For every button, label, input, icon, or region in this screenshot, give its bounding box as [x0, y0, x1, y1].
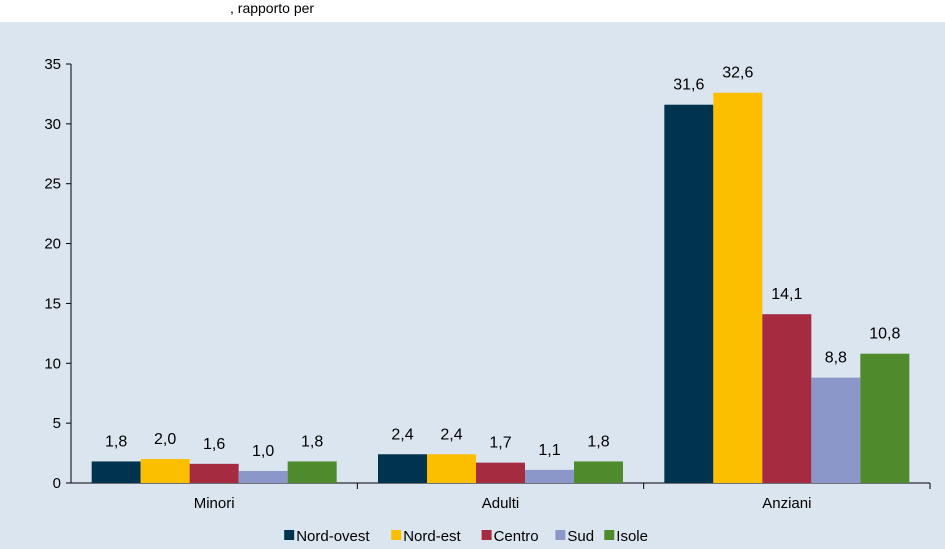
legend-swatch: [284, 530, 295, 540]
data-label: 1,8: [301, 433, 323, 450]
data-label: 8,8: [825, 350, 847, 367]
bars: [91, 92, 910, 484]
bar: [91, 461, 141, 483]
bar: [189, 463, 239, 483]
data-label: 31,6: [673, 77, 704, 94]
data-label: 10,8: [869, 326, 900, 343]
legend-swatch: [555, 530, 566, 540]
y-tick-label: 0: [53, 475, 61, 492]
y-tick-label: 30: [44, 116, 61, 133]
legend-label: Sud: [567, 528, 594, 545]
legend-swatch: [391, 530, 402, 540]
legend-label: Isole: [616, 528, 648, 545]
x-tick-label: Anziani: [762, 495, 811, 512]
value-labels: 1,8 2,0 1,6 1,0 1,8 2,4 2,4 1,7 1,1 1,8 31,6 32,6 14…: [105, 65, 900, 460]
bar: [811, 377, 861, 483]
data-label: 1,8: [105, 433, 127, 450]
data-label: 1,8: [587, 433, 609, 450]
bar: [525, 469, 574, 483]
legend-swatch: [481, 530, 492, 540]
y-tick-label: 10: [44, 355, 61, 372]
legend-label: Nord-est: [403, 528, 461, 545]
data-label: 14,1: [771, 286, 802, 303]
bar: [140, 459, 190, 483]
x-tick-label: Minori: [194, 495, 235, 512]
bar: [238, 471, 288, 483]
data-label: 32,6: [722, 65, 753, 82]
bar: [664, 104, 714, 484]
bar: [860, 353, 910, 483]
data-label: 1,6: [203, 436, 225, 453]
y-tick-label: 5: [53, 415, 61, 432]
x-tick-label: Adulti: [482, 495, 520, 512]
bar: [287, 461, 337, 483]
bar: [762, 314, 812, 483]
header-strip: , rapporto per: [0, 0, 945, 22]
header-partial-text: , rapporto per: [230, 0, 315, 16]
bar: [476, 462, 525, 483]
y-tick-label: 20: [44, 236, 61, 253]
data-label: 1,0: [252, 443, 274, 460]
data-label: 2,4: [391, 426, 413, 443]
bar: [378, 454, 427, 483]
data-label: 2,4: [440, 426, 462, 443]
data-label: 1,7: [489, 435, 511, 452]
bar: [574, 461, 623, 483]
data-label: 2,0: [154, 431, 176, 448]
legend-label: Centro: [494, 528, 539, 545]
y-tick-label: 35: [44, 56, 61, 73]
y-tick-label: 15: [44, 295, 61, 312]
bar: [713, 92, 763, 483]
legend: Nord-ovest Nord-est Centro Sud Isole: [284, 528, 648, 545]
legend-swatch: [604, 530, 615, 540]
legend-label: Nord-ovest: [296, 528, 370, 545]
bar: [427, 454, 476, 483]
y-tick-label: 25: [44, 176, 61, 193]
data-label: 1,1: [538, 442, 560, 459]
